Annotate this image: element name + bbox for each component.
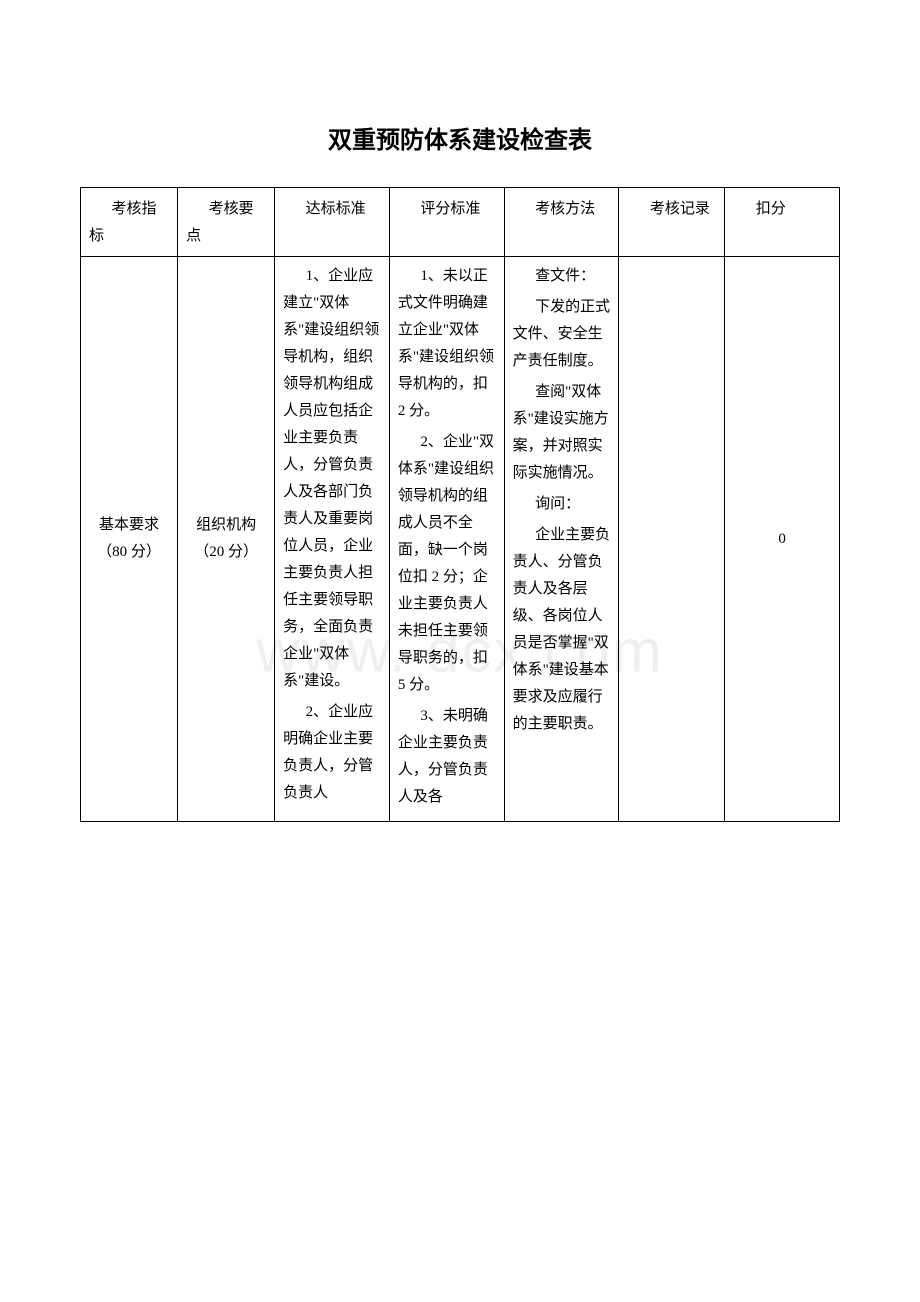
cell-scoring-p1: 1、未以正式文件明确建立企业"双体系"建设组织领导机构的，扣 2 分。 (398, 263, 496, 425)
cell-standard-p1: 1、企业应建立"双体系"建设组织领导机构，组织领导机构组成人员应包括企业主要负责… (283, 263, 381, 695)
cell-method-p1: 查文件： (513, 263, 611, 290)
cell-standard-p2: 2、企业应明确企业主要负责人，分管负责人 (283, 699, 381, 807)
inspection-table: 考核指标 考核要点 达标标准 评分标准 考核方法 考核记录 扣分 基本要求（80… (80, 187, 840, 822)
col-header-point: 考核要点 (178, 188, 275, 257)
page-title: 双重预防体系建设检查表 (80, 120, 840, 155)
cell-deduct: 0 (725, 257, 840, 822)
col-header-scoring: 评分标准 (389, 188, 504, 257)
table-header-row: 考核指标 考核要点 达标标准 评分标准 考核方法 考核记录 扣分 (81, 188, 840, 257)
col-header-indicator: 考核指标 (81, 188, 178, 257)
cell-method-p5: 企业主要负责人、分管负责人及各层级、各岗位人员是否掌握"双体系"建设基本要求及应… (513, 522, 611, 738)
cell-method: 查文件： 下发的正式文件、安全生产责任制度。 查阅"双体系"建设实施方案，并对照… (504, 257, 619, 822)
cell-scoring: 1、未以正式文件明确建立企业"双体系"建设组织领导机构的，扣 2 分。 2、企业… (389, 257, 504, 822)
cell-method-p4: 询问： (513, 491, 611, 518)
cell-indicator: 基本要求（80 分） (81, 257, 178, 822)
col-header-record: 考核记录 (619, 188, 725, 257)
cell-record (619, 257, 725, 822)
cell-standard: 1、企业应建立"双体系"建设组织领导机构，组织领导机构组成人员应包括企业主要负责… (275, 257, 390, 822)
col-header-method: 考核方法 (504, 188, 619, 257)
col-header-standard: 达标标准 (275, 188, 390, 257)
cell-point: 组织机构 （20 分） (178, 257, 275, 822)
cell-method-p3: 查阅"双体系"建设实施方案，并对照实际实施情况。 (513, 379, 611, 487)
cell-method-p2: 下发的正式文件、安全生产责任制度。 (513, 294, 611, 375)
table-row: 基本要求（80 分） 组织机构 （20 分） 1、企业应建立"双体系"建设组织领… (81, 257, 840, 822)
cell-scoring-p3: 3、未明确企业主要负责人，分管负责人及各 (398, 703, 496, 811)
col-header-deduct: 扣分 (725, 188, 840, 257)
cell-scoring-p2: 2、企业"双体系"建设组织领导机构的组成人员不全面，缺一个岗位扣 2 分；企业主… (398, 429, 496, 699)
